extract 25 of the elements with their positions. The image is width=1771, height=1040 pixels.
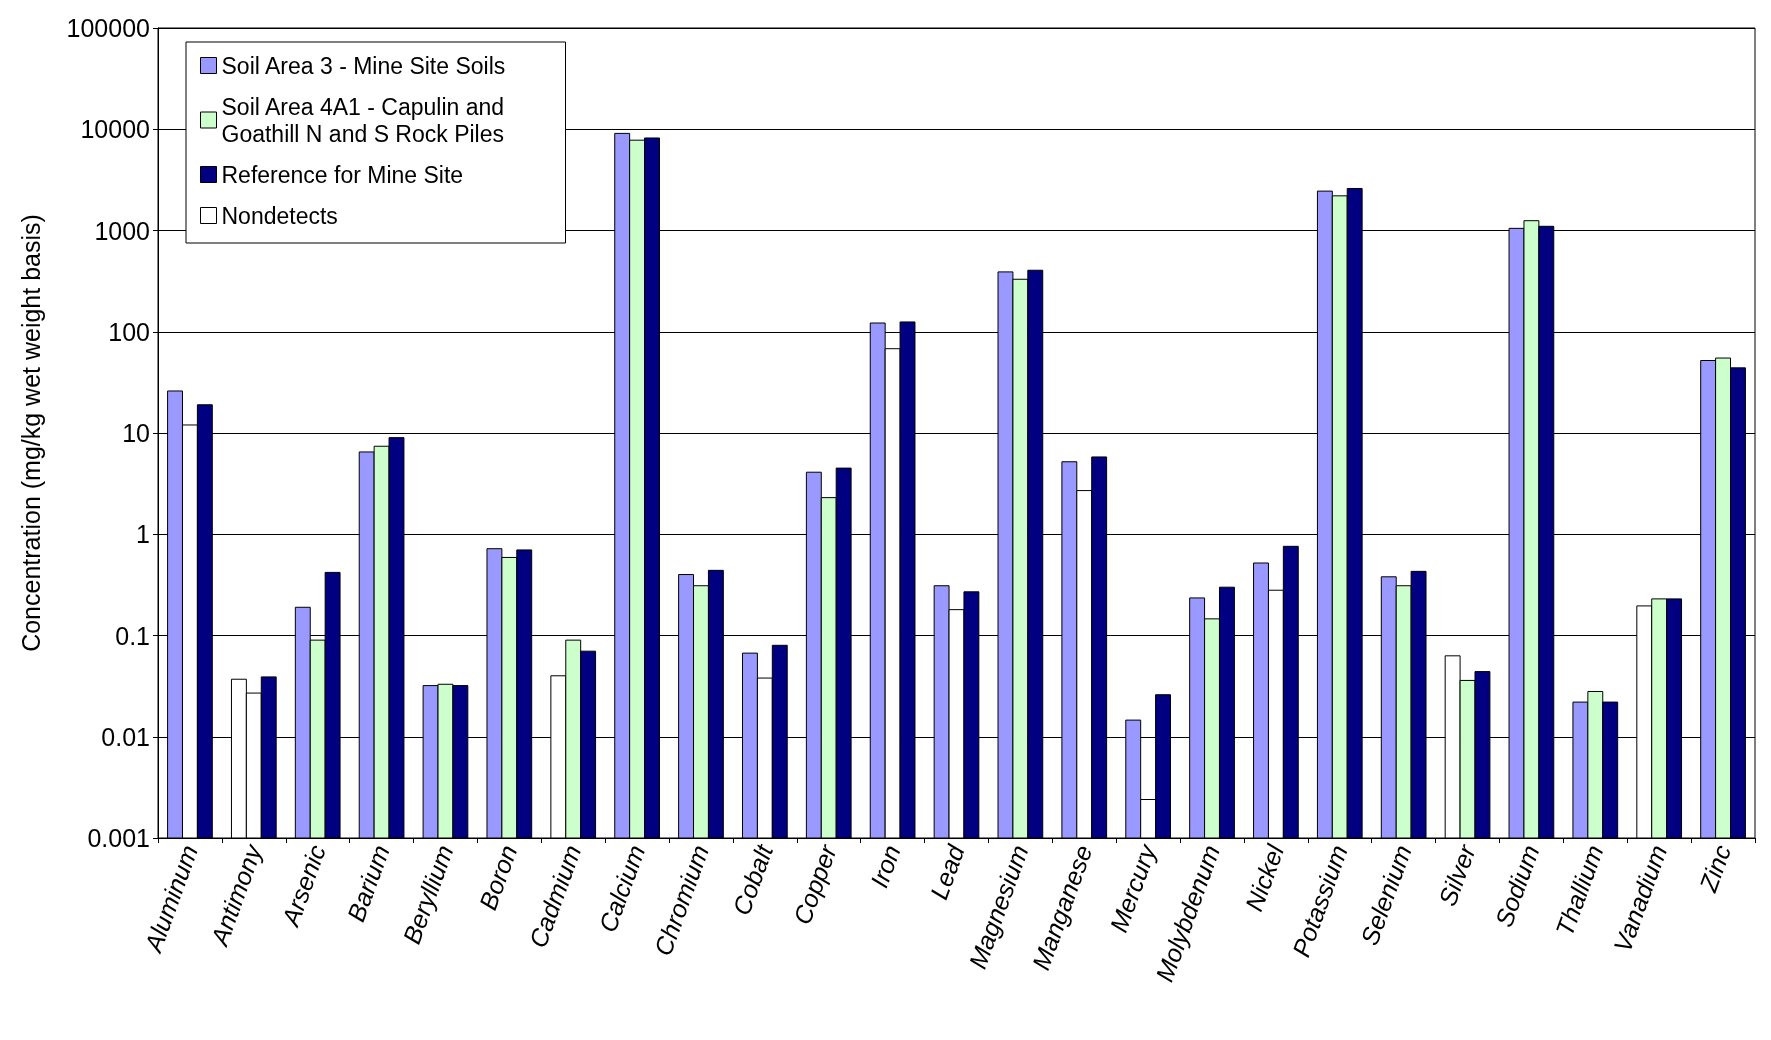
- x-tick-label: Cobalt: [727, 840, 779, 919]
- y-axis-title: Concentration (mg/kg wet weight basis): [16, 214, 45, 652]
- x-tick-label: Silver: [1433, 839, 1482, 910]
- x-tick-label: Arsenic: [275, 840, 332, 932]
- x-tick-label: Lead: [924, 840, 971, 904]
- y-tick-label: 1: [136, 520, 150, 549]
- x-tick-label: Iron: [864, 841, 906, 892]
- x-tick-label: Barium: [341, 841, 395, 926]
- y-tick-label: 0.1: [115, 621, 150, 650]
- x-tick-label: Sodium: [1489, 841, 1545, 931]
- x-tick-label: Nickel: [1239, 839, 1290, 915]
- y-tick-label: 0.01: [101, 722, 150, 751]
- legend-label: Soil Area 4A1 - Capulin and Goathill N and S Rock Piles: [221, 93, 511, 147]
- legend-label: Reference for Mine Site: [221, 161, 464, 188]
- y-tick-label: 10: [122, 419, 150, 447]
- y-tick-label: 100: [108, 317, 150, 346]
- x-tick-label: Boron: [473, 841, 523, 914]
- x-tick-label: Zinc: [1693, 840, 1737, 897]
- legend-label: Nondetects: [221, 202, 338, 229]
- legend-label: Soil Area 3 - Mine Site Soils: [221, 52, 506, 79]
- y-tick-label: 10000: [80, 115, 150, 144]
- x-tick-label: Copper: [787, 839, 843, 928]
- y-tick-label: 100000: [66, 14, 150, 42]
- y-tick-label: 0.001: [87, 824, 150, 852]
- y-tick-label: 1000: [94, 216, 150, 245]
